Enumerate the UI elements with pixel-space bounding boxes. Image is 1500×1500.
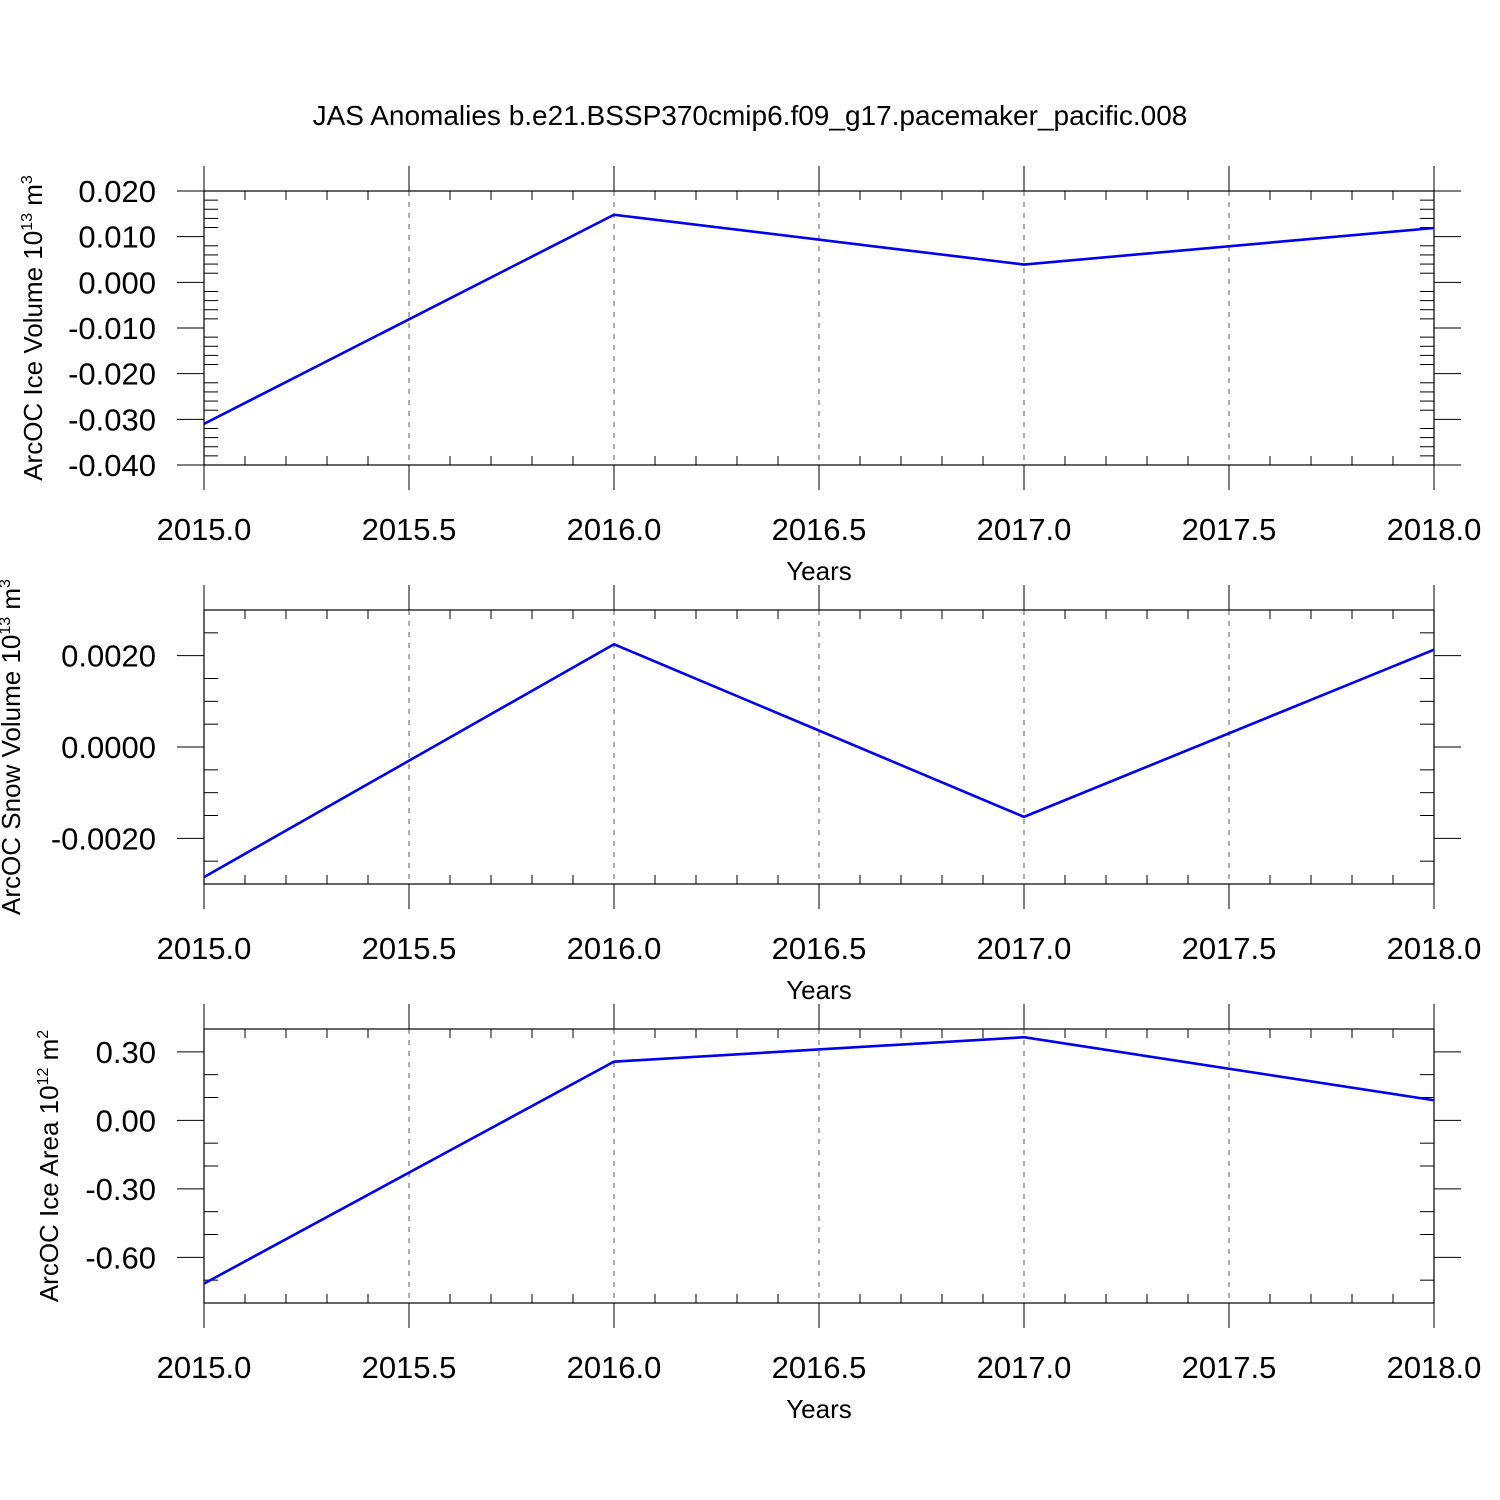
y-axis-label-part: ArcOC Ice Area 10 [34,1085,64,1302]
y-tick-label: -0.030 [68,402,156,437]
y-tick-label: -0.30 [85,1172,156,1207]
y-tick-label: -0.010 [68,311,156,346]
x-tick-label: 2016.5 [772,512,867,547]
x-axis-label: Years [786,1394,852,1424]
y-tick-label: 0.000 [78,265,156,300]
y-axis-label-superscript: 2 [35,1030,52,1039]
chart-panel-3: -0.60 -0.30 0.00 0.30 2015.0 2015.5 2016.0 2016… [34,1004,1481,1424]
x-tick-label: 2015.0 [157,1350,252,1385]
chart-panel-1: -0.040 -0.030 -0.020 -0.010 0.000 0.010 0.020 2… [18,166,1481,586]
y-axis-label-superscript: 3 [19,175,36,184]
y-tick-label: 0.0000 [61,730,156,765]
x-tick-label: 2015.0 [157,931,252,966]
y-tick-label: -0.60 [85,1240,156,1275]
series-line [203,1035,1435,1285]
y-axis-label-part: m [0,588,26,617]
y-axis-label-superscript: 12 [35,1068,52,1086]
series-line [203,642,1435,879]
x-axis-label: Years [786,975,852,1005]
y-tick-label: 0.010 [78,220,156,255]
y-axis-label-part: ArcOC Snow Volume 10 [0,635,26,915]
x-tick-label: 2017.5 [1182,512,1277,547]
x-tick-label: 2016.0 [567,1350,662,1385]
x-tick-label: 2016.0 [567,512,662,547]
x-tick-label: 2015.5 [362,1350,457,1385]
x-tick-label: 2018.0 [1387,512,1482,547]
y-axis-label-part: m [18,184,48,213]
x-tick-label: 2017.0 [977,1350,1072,1385]
y-axis-label: ArcOC Ice Volume 1013 m3 [18,175,48,481]
x-tick-label: 2017.5 [1182,931,1277,966]
panels: -0.040 -0.030 -0.020 -0.010 0.000 0.010 0.020 2… [0,166,1481,1424]
y-tick-label: 0.020 [78,174,156,209]
series-line [203,213,1435,426]
y-tick-label: -0.020 [68,357,156,392]
y-tick-label: 0.0020 [61,639,156,674]
x-tick-label: 2016.5 [772,931,867,966]
x-axis-label: Years [786,556,852,586]
x-tick-label: 2016.5 [772,1350,867,1385]
chart-panel-2: -0.0020 0.0000 0.0020 2015.0 2015.5 2016.0 201… [0,579,1481,1005]
y-axis-label-superscript: 3 [0,579,14,588]
y-axis-label-part: m [34,1039,64,1068]
x-tick-label: 2017.0 [977,512,1072,547]
y-tick-label: -0.0020 [51,821,156,856]
y-axis-label-superscript: 13 [19,213,36,231]
y-tick-label: -0.040 [68,448,156,483]
x-tick-label: 2015.5 [362,512,457,547]
y-tick-label: 0.30 [96,1035,156,1070]
x-tick-label: 2018.0 [1387,931,1482,966]
x-tick-label: 2016.0 [567,931,662,966]
y-axis-label-superscript: 13 [0,617,14,635]
x-tick-label: 2018.0 [1387,1350,1482,1385]
x-tick-label: 2015.0 [157,512,252,547]
y-axis-label-part: ArcOC Ice Volume 10 [18,231,48,481]
x-tick-label: 2017.0 [977,931,1072,966]
x-tick-label: 2015.5 [362,931,457,966]
y-axis-label: ArcOC Ice Area 1012 m2 [34,1030,64,1302]
x-tick-label: 2017.5 [1182,1350,1277,1385]
figure-title: JAS Anomalies b.e21.BSSP370cmip6.f09_g17… [313,100,1188,131]
y-tick-label: 0.00 [96,1103,156,1138]
y-axis-label: ArcOC Snow Volume 1013 m3 [0,579,26,915]
